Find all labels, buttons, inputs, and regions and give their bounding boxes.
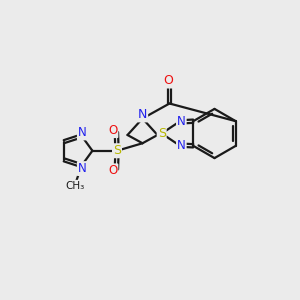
Text: N: N	[78, 162, 87, 175]
Text: O: O	[163, 74, 173, 88]
Text: N: N	[177, 139, 186, 152]
Text: O: O	[108, 124, 117, 137]
Text: N: N	[78, 126, 87, 140]
Text: S: S	[158, 127, 166, 140]
Text: O: O	[108, 164, 117, 177]
Text: N: N	[177, 115, 186, 128]
Text: S: S	[113, 144, 121, 157]
Text: N: N	[138, 108, 147, 122]
Text: CH₃: CH₃	[65, 181, 84, 191]
